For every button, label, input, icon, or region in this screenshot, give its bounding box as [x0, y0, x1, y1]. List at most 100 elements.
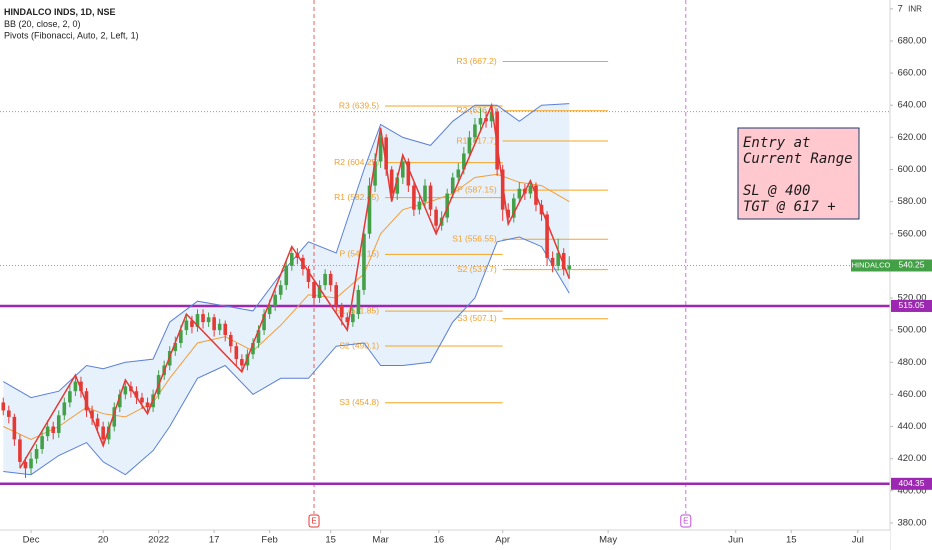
candle-body	[406, 161, 411, 186]
candle-body	[284, 265, 289, 286]
y-tick-label: 580.00	[897, 196, 926, 207]
pivot-label: S2 (490.1)	[339, 340, 379, 350]
candle-body	[118, 394, 122, 408]
x-tick-label: May	[599, 535, 617, 546]
pivot-label: P (587.15)	[457, 184, 497, 194]
candle-body	[312, 281, 316, 299]
x-tick-label: 20	[98, 535, 109, 546]
candle-body	[467, 137, 472, 154]
x-tick-label: Feb	[261, 535, 277, 546]
chart-title: HINDALCO INDS, 1D, NSE	[4, 7, 116, 17]
candle-body	[68, 391, 72, 403]
y-axis-bg	[890, 0, 932, 550]
candle-body	[445, 193, 449, 218]
candle-body	[73, 381, 78, 392]
candle-body	[56, 415, 61, 433]
y-tick-label: 560.00	[897, 228, 926, 239]
candle-body	[18, 439, 22, 462]
candle-body	[101, 426, 105, 440]
candle-body	[456, 169, 461, 178]
bb-lower	[3, 236, 570, 476]
candle-body	[223, 323, 228, 335]
candle-body	[306, 269, 311, 282]
y-tick-label: 420.00	[897, 453, 926, 464]
x-tick-label: Dec	[23, 535, 40, 546]
x-tick-label: Mar	[372, 535, 388, 546]
price-tag	[891, 259, 932, 272]
candle-body	[478, 118, 483, 125]
candle-body	[190, 320, 194, 327]
x-tick-label: Jun	[728, 535, 743, 546]
candle-body	[545, 214, 549, 258]
candle-body	[123, 386, 128, 395]
x-tick-label: 16	[434, 535, 445, 546]
event-marker	[308, 514, 320, 528]
candle-body	[79, 381, 83, 392]
pivot-label: S2 (537.7)	[457, 264, 497, 274]
candle-body	[428, 185, 433, 210]
candle-body	[401, 161, 405, 178]
candle-body	[195, 314, 200, 327]
y-tick-label: 680.00	[897, 35, 926, 46]
candle-body	[212, 317, 216, 331]
y-tick-label: 440.00	[897, 421, 926, 432]
annotation-text: Entry at	[743, 135, 810, 151]
level-tag	[891, 299, 932, 312]
symbol-tag	[851, 259, 891, 272]
candle-body	[267, 306, 272, 315]
candle-body	[106, 426, 111, 440]
candle-body	[217, 323, 222, 331]
x-tick-label: Apr	[495, 535, 510, 546]
plot-area: R3 (639.5)R2 (604.25)R1 (582.45)P (547.1…	[0, 0, 890, 514]
candle-body	[40, 436, 44, 450]
annotation-box	[737, 127, 860, 220]
candle-body	[256, 330, 261, 343]
candle-body	[339, 306, 344, 318]
candle-body	[567, 265, 572, 270]
y-tick-label: 380.00	[897, 517, 926, 528]
candle-body	[528, 185, 533, 194]
candle-body	[323, 273, 327, 286]
x-tick-label: 2022	[148, 535, 169, 546]
level-tag	[891, 477, 932, 490]
candle-body	[112, 407, 117, 427]
annotation-text: Current Range	[743, 151, 853, 167]
candle-body	[228, 334, 233, 347]
y-tick-label: 460.00	[897, 389, 926, 400]
candle-body	[173, 342, 178, 352]
candle-body	[423, 185, 427, 202]
candle-body	[1, 402, 6, 411]
candle-body	[262, 314, 266, 331]
candle-body	[51, 426, 56, 433]
candle-body	[462, 153, 466, 170]
bb-basis	[3, 173, 570, 440]
candle-body	[550, 257, 555, 266]
candle-body	[184, 320, 189, 331]
candle-body	[351, 314, 355, 323]
pivot-label: R2 (636.6)	[457, 105, 497, 115]
pivot-label: R3 (639.5)	[339, 100, 379, 110]
candle-body	[84, 391, 89, 411]
candle-body	[273, 294, 277, 307]
candle-body	[450, 177, 455, 194]
candle-body	[7, 410, 11, 417]
candle-body	[206, 317, 211, 323]
candle-body	[412, 185, 416, 210]
indicator-label: BB (20, close, 2, 0)	[4, 19, 81, 29]
candle-body	[367, 185, 372, 234]
x-tick-label: 15	[786, 535, 797, 546]
pivot-label: R2 (604.25)	[334, 157, 379, 167]
candle-body	[201, 314, 205, 323]
level-tag-label: 404.35	[899, 478, 925, 488]
candle-body	[506, 209, 511, 218]
x-tick-label: 15	[325, 535, 336, 546]
y-tick-label: 500.00	[897, 325, 926, 336]
candle-body	[234, 346, 239, 360]
pivot-label: S3 (507.1)	[457, 313, 497, 323]
candle-body	[417, 201, 422, 210]
candle-body	[45, 426, 50, 437]
pivot-label: S3 (454.8)	[339, 397, 379, 407]
annotation-text: TGT @ 617 +	[743, 199, 836, 215]
candle-body	[395, 177, 400, 194]
